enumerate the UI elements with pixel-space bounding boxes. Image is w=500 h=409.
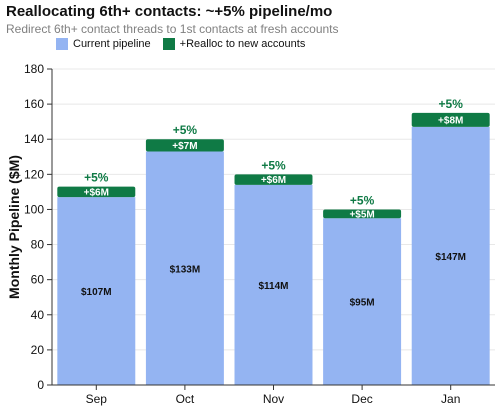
bar-realloc-sep [57,186,136,198]
y-tick-label: 20 [31,343,45,357]
y-tick-label: 160 [24,97,44,111]
legend-swatch-current [56,38,68,50]
legend-label-current: Current pipeline [73,38,151,50]
chart-subtitle: Redirect 6th+ contact threads to 1st con… [6,22,339,36]
data-label-realloc: +$7M [172,141,197,152]
legend-label-realloc: +Realloc to new accounts [179,38,306,50]
data-label-current: $133M [170,264,201,275]
y-tick-label: 140 [24,132,44,146]
y-axis-title: Monthly Pipeline ($M) [6,155,22,299]
y-tick-label: 120 [24,167,44,181]
axis-layer: 0 20 40 60 80 100 120 140 160 180 Sep Oct Nov Dec Jan [24,62,495,406]
y-tick-label: 0 [37,378,44,392]
y-tick-label: 40 [31,308,45,322]
x-tick-label: Oct [176,392,195,406]
y-tick-label: 180 [24,62,44,76]
bar-realloc-jan [411,112,490,127]
bar-realloc-nov [234,174,313,185]
x-tick-label: Sep [86,392,108,406]
data-label-realloc: +$6M [84,187,109,198]
data-label-current: $147M [435,252,466,263]
data-label-realloc: +$8M [438,115,463,126]
bar-current-nov [234,184,313,385]
pct-annotation: +5% [173,123,198,137]
bar-realloc-dec [323,209,402,219]
x-tick-label: Nov [263,392,284,406]
bar-current-sep [57,197,136,385]
chart-title: Reallocating 6th+ contacts: ~+5% pipelin… [6,3,333,20]
y-tick-label: 80 [31,238,45,252]
data-label-current: $95M [350,298,375,309]
data-label-realloc: +$6M [261,175,286,186]
y-tick-label: 60 [31,273,45,287]
data-label-realloc: +$5M [349,209,374,220]
bar-current-dec [323,218,402,385]
bar-current-jan [411,126,490,385]
bar-current-oct [145,151,224,385]
data-label-current: $114M [258,281,288,292]
x-tick-label: Jan [441,392,460,406]
y-tick-label: 100 [24,202,44,216]
legend-swatch-realloc [162,38,175,50]
pct-annotation: +5% [439,97,464,111]
bar-realloc-oct [145,139,224,152]
pct-annotation: +5% [350,193,375,207]
data-label-current: $107M [81,287,112,298]
pct-annotation: +5% [261,158,286,172]
pct-annotation: +5% [84,171,109,185]
x-tick-label: Dec [351,392,372,406]
legend-item-current: Current pipeline [56,38,151,50]
legend-item-realloc: +Realloc to new accounts [162,38,306,50]
bar-layer: $107M +$6M +5% $133M +$7M +5% $114M +$6M +5% $95M… [57,97,490,385]
legend: Current pipeline +Realloc to new account… [56,38,317,50]
